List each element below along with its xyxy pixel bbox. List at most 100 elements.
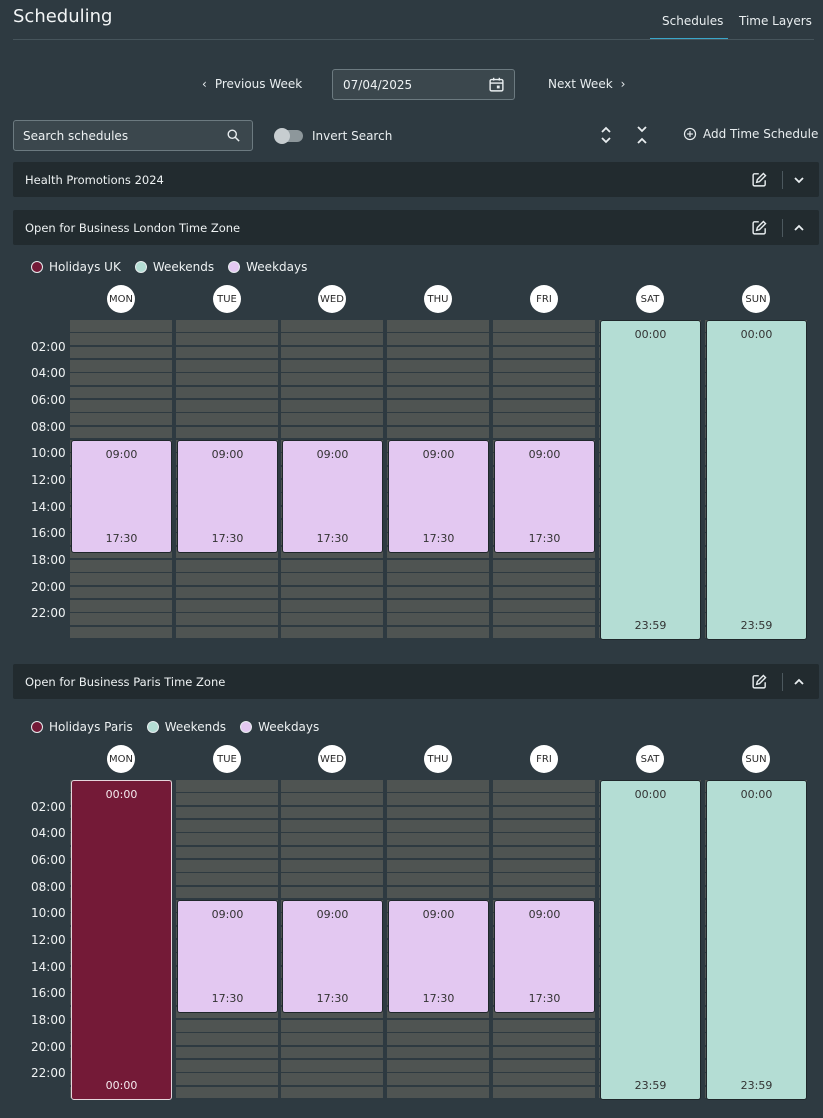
hour-slot[interactable]: [387, 320, 489, 332]
hour-slot[interactable]: [176, 413, 278, 425]
hour-slot[interactable]: [387, 846, 489, 859]
hour-slot[interactable]: [176, 1060, 278, 1072]
weekend-block[interactable]: 00:00 23:59: [600, 320, 701, 640]
hour-slot[interactable]: [387, 360, 489, 372]
hour-slot[interactable]: [176, 806, 278, 819]
hour-slot[interactable]: [176, 373, 278, 385]
hour-slot[interactable]: [493, 886, 595, 899]
hour-slot[interactable]: [387, 600, 489, 612]
hour-slot[interactable]: [70, 346, 172, 359]
hour-slot[interactable]: [387, 1020, 489, 1032]
weekend-block[interactable]: 00:00 23:59: [706, 320, 807, 640]
panel-header-health-promotions[interactable]: Health Promotions 2024: [13, 162, 819, 197]
hour-slot[interactable]: [281, 413, 383, 425]
hour-slot[interactable]: [176, 1073, 278, 1085]
hour-slot[interactable]: [387, 1086, 489, 1099]
hour-slot[interactable]: [281, 1073, 383, 1085]
hour-slot[interactable]: [493, 373, 595, 385]
hour-slot[interactable]: [281, 360, 383, 372]
hour-slot[interactable]: [70, 600, 172, 612]
chevron-up-icon[interactable]: [793, 222, 805, 234]
hour-slot[interactable]: [281, 780, 383, 792]
hour-slot[interactable]: [387, 860, 489, 872]
hour-slot[interactable]: [387, 573, 489, 585]
weekend-block[interactable]: 00:00 23:59: [600, 780, 701, 1100]
hour-slot[interactable]: [281, 820, 383, 832]
hour-slot[interactable]: [493, 1060, 595, 1072]
hour-slot[interactable]: [493, 1086, 595, 1099]
hour-slot[interactable]: [387, 793, 489, 805]
hour-slot[interactable]: [70, 426, 172, 439]
hour-slot[interactable]: [493, 360, 595, 372]
weekday-block[interactable]: 09:00 17:30: [177, 900, 278, 1014]
hour-slot[interactable]: [70, 586, 172, 599]
hour-slot[interactable]: [70, 320, 172, 332]
hour-slot[interactable]: [387, 1073, 489, 1085]
hour-slot[interactable]: [281, 1046, 383, 1059]
weekday-block[interactable]: 09:00 17:30: [177, 440, 278, 554]
hour-slot[interactable]: [70, 386, 172, 399]
hour-slot[interactable]: [281, 333, 383, 345]
hour-slot[interactable]: [387, 586, 489, 599]
hour-slot[interactable]: [281, 860, 383, 872]
search-icon[interactable]: [226, 128, 241, 143]
hour-slot[interactable]: [493, 820, 595, 832]
hour-slot[interactable]: [176, 1020, 278, 1032]
hour-slot[interactable]: [176, 780, 278, 792]
panel-header-london[interactable]: Open for Business London Time Zone: [13, 210, 819, 245]
hour-slot[interactable]: [176, 600, 278, 612]
hour-slot[interactable]: [493, 346, 595, 359]
hour-slot[interactable]: [387, 833, 489, 845]
hour-slot[interactable]: [493, 573, 595, 585]
hour-slot[interactable]: [281, 833, 383, 845]
date-picker-input[interactable]: 07/04/2025: [332, 69, 515, 100]
search-input[interactable]: Search schedules: [13, 120, 253, 151]
edit-icon[interactable]: [751, 219, 768, 236]
next-week-button[interactable]: Next Week ›: [548, 77, 625, 91]
collapse-all-icon[interactable]: [634, 125, 650, 145]
hour-slot[interactable]: [281, 1060, 383, 1072]
hour-slot[interactable]: [70, 400, 172, 412]
hour-slot[interactable]: [281, 560, 383, 572]
hour-slot[interactable]: [493, 426, 595, 439]
chevron-down-icon[interactable]: [793, 174, 805, 186]
hour-slot[interactable]: [281, 346, 383, 359]
previous-week-button[interactable]: ‹ Previous Week: [202, 77, 302, 91]
hour-slot[interactable]: [281, 613, 383, 625]
hour-slot[interactable]: [176, 833, 278, 845]
hour-slot[interactable]: [70, 626, 172, 639]
edit-icon[interactable]: [751, 673, 768, 690]
hour-slot[interactable]: [281, 386, 383, 399]
hour-slot[interactable]: [176, 873, 278, 885]
hour-slot[interactable]: [493, 413, 595, 425]
weekday-block[interactable]: 09:00 17:30: [494, 440, 595, 554]
weekday-block[interactable]: 09:00 17:30: [282, 900, 383, 1014]
hour-slot[interactable]: [176, 386, 278, 399]
hour-slot[interactable]: [176, 793, 278, 805]
weekday-block[interactable]: 09:00 17:30: [388, 440, 489, 554]
add-time-schedule-button[interactable]: Add Time Schedule: [683, 127, 818, 141]
hour-slot[interactable]: [493, 560, 595, 572]
hour-slot[interactable]: [493, 780, 595, 792]
hour-slot[interactable]: [493, 626, 595, 639]
hour-slot[interactable]: [176, 360, 278, 372]
hour-slot[interactable]: [281, 626, 383, 639]
hour-slot[interactable]: [176, 586, 278, 599]
hour-slot[interactable]: [70, 360, 172, 372]
hour-slot[interactable]: [281, 1020, 383, 1032]
weekday-block[interactable]: 09:00 17:30: [71, 440, 172, 554]
hour-slot[interactable]: [281, 1086, 383, 1099]
hour-slot[interactable]: [387, 386, 489, 399]
hour-slot[interactable]: [281, 846, 383, 859]
chevron-up-icon[interactable]: [793, 676, 805, 688]
hour-slot[interactable]: [176, 860, 278, 872]
hour-slot[interactable]: [493, 1020, 595, 1032]
hour-slot[interactable]: [176, 626, 278, 639]
hour-slot[interactable]: [493, 613, 595, 625]
hour-slot[interactable]: [387, 780, 489, 792]
hour-slot[interactable]: [387, 333, 489, 345]
hour-slot[interactable]: [176, 400, 278, 412]
hour-slot[interactable]: [176, 1046, 278, 1059]
hour-slot[interactable]: [387, 560, 489, 572]
hour-slot[interactable]: [387, 426, 489, 439]
